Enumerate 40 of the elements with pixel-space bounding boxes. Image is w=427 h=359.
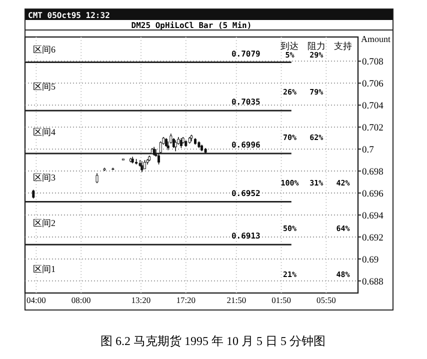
annotation: 区间5 — [33, 81, 56, 92]
y-tick-label: 0.696 — [362, 190, 384, 200]
y-tick-label: 0.708 — [362, 58, 384, 68]
x-tick-label: 08:00 — [71, 295, 91, 305]
y-tick-label: 0.694 — [362, 211, 384, 222]
y-tick-label: 0.7 — [362, 146, 374, 156]
y-axis-title: Amount — [361, 34, 391, 44]
annotation: 阻力 — [307, 41, 326, 51]
candlestick — [96, 172, 98, 184]
y-tick-label: 0.704 — [362, 102, 384, 112]
candlestick — [174, 140, 177, 152]
y-tick-label: 0.688 — [362, 277, 384, 288]
x-tick-label: 01:50 — [272, 295, 291, 305]
chart-subtitle: DM25 OpHiLoCl Bar (5 Min) — [131, 21, 252, 30]
ref-line-label: 0.6952 — [231, 188, 261, 198]
caption: 图 6.2 马克期货 1995 年 10 月 5 日 5 分钟图 — [100, 334, 326, 348]
candlestick — [159, 140, 162, 154]
x-tick-label: 21:50 — [226, 295, 246, 305]
x-tick-label: 13:20 — [131, 295, 151, 305]
candlestick — [158, 153, 160, 165]
annotation: 区间6 — [33, 44, 56, 55]
annotation: 区间4 — [33, 127, 56, 138]
y-tick-label: 0.692 — [362, 233, 384, 244]
ref-line-label: 0.6996 — [231, 140, 261, 150]
annotation: 区间2 — [33, 218, 56, 228]
chart-title: CMT 05Oct95 12:32 — [28, 11, 110, 20]
x-tick-label: 17:20 — [176, 295, 196, 305]
y-tick-label: 0.69 — [362, 255, 379, 266]
annotation: 区间3 — [33, 172, 56, 183]
ref-line-label: 0.7079 — [231, 49, 261, 58]
ref-line-label: 0.7035 — [231, 98, 261, 107]
annotation: 区间1 — [33, 264, 56, 274]
x-tick-label: 05:50 — [316, 295, 336, 305]
y-tick-label: 0.698 — [362, 168, 384, 178]
x-tick-label: 04:00 — [26, 295, 46, 305]
ref-line-label: 0.6913 — [231, 232, 261, 241]
y-tick-label: 0.706 — [362, 80, 384, 90]
y-tick-label: 0.702 — [362, 124, 384, 134]
annotation: 支持 — [334, 41, 352, 51]
annotation: 到达 — [280, 41, 299, 51]
